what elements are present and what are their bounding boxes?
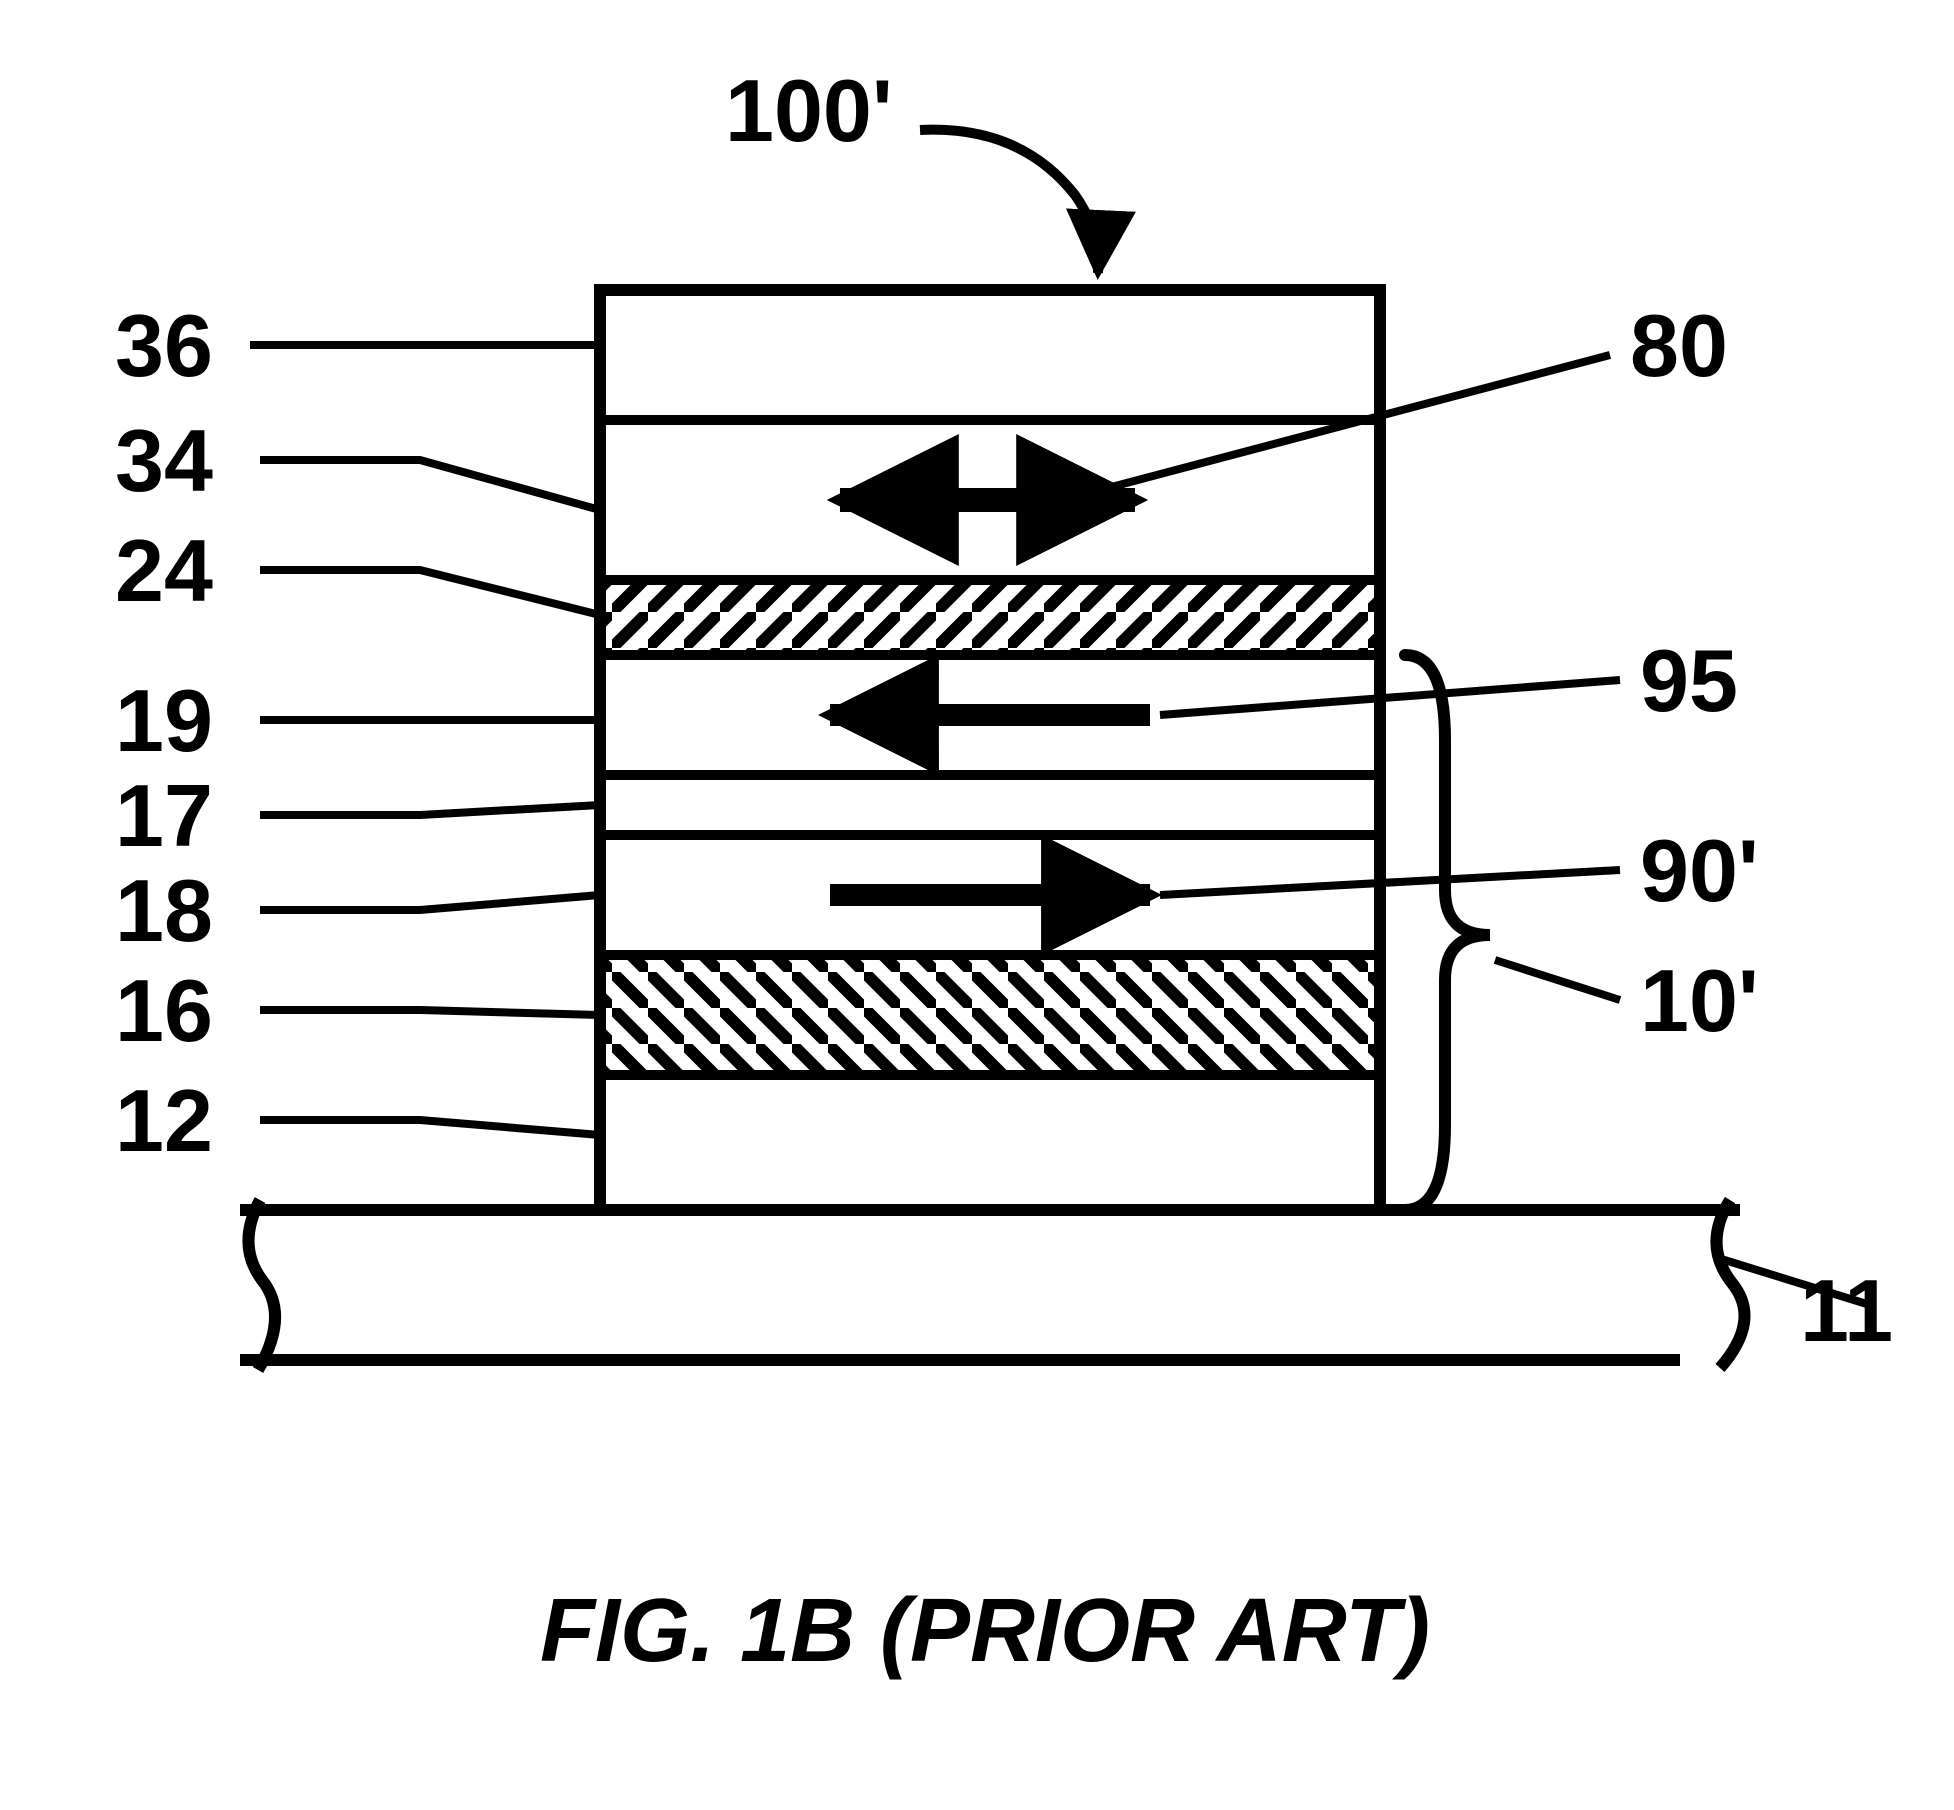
top-leader — [920, 130, 1098, 273]
label-11: 11 — [1800, 1260, 1893, 1362]
label-95: 95 — [1640, 630, 1738, 732]
label-16: 16 — [115, 960, 213, 1062]
label-12: 12 — [115, 1070, 213, 1172]
label-80: 80 — [1630, 295, 1728, 397]
brace — [1405, 655, 1620, 1210]
label-10: 10' — [1640, 950, 1759, 1052]
label-34: 34 — [115, 410, 213, 512]
stack — [600, 290, 1380, 1210]
figure-caption: FIG. 1B (PRIOR ART) — [540, 1580, 1430, 1683]
label-24: 24 — [115, 520, 213, 622]
label-90: 90' — [1640, 820, 1759, 922]
label-100: 100' — [725, 60, 893, 162]
label-17: 17 — [115, 765, 213, 867]
left-leaders — [250, 345, 600, 1135]
label-18: 18 — [115, 860, 213, 962]
label-36: 36 — [115, 295, 213, 397]
label-19: 19 — [115, 670, 213, 772]
substrate — [240, 1200, 1745, 1370]
